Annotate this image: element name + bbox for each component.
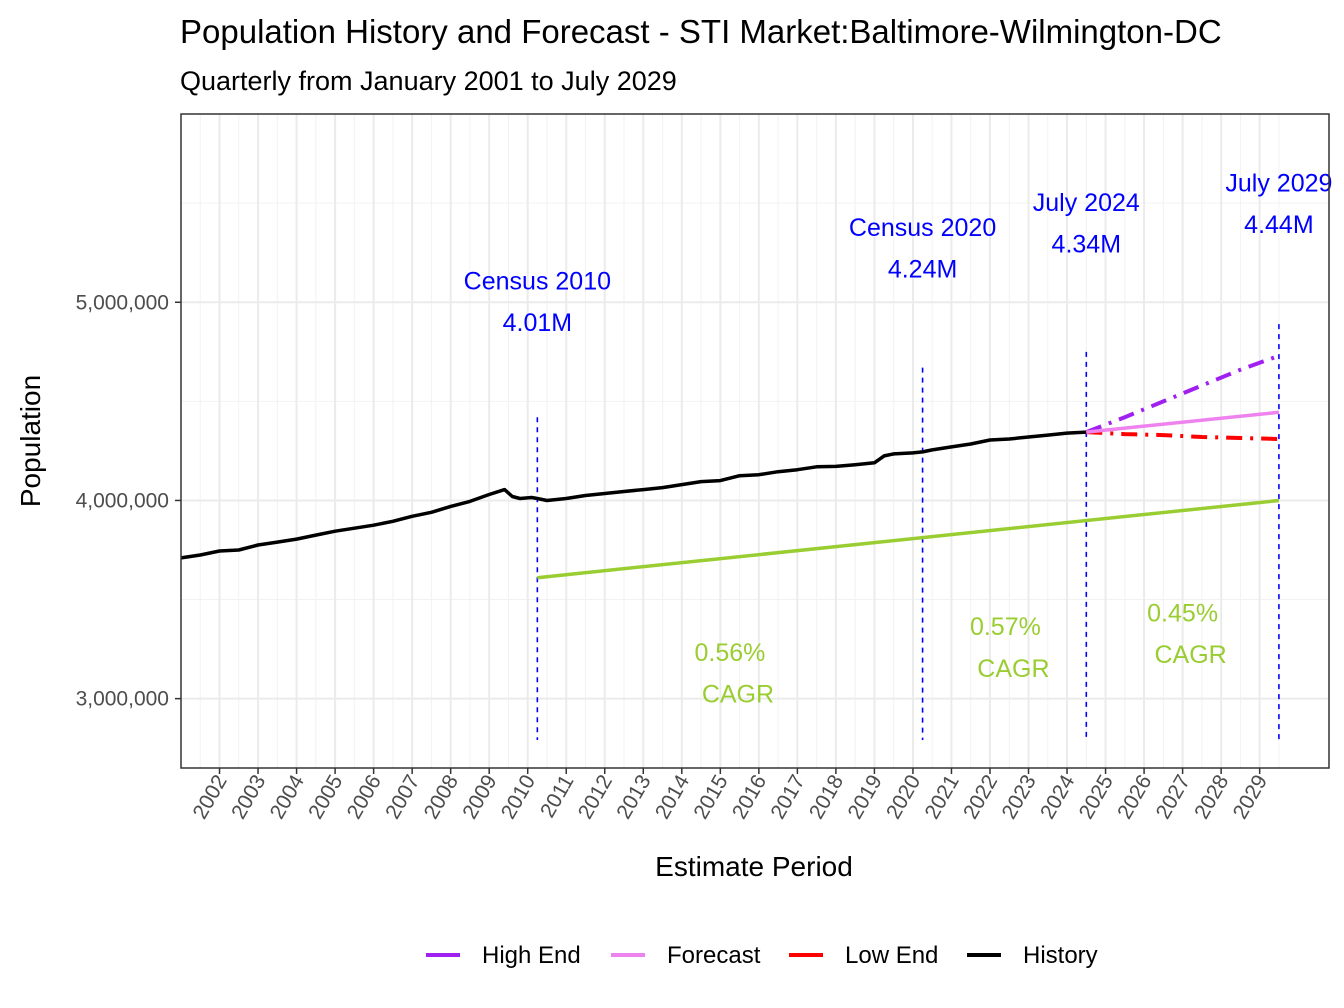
x-axis-title: Estimate Period [655, 851, 853, 882]
legend-item-high-end: High End [426, 942, 581, 969]
x-tick-label: 2002 [189, 771, 232, 823]
annotation-value-2: 4.24M [888, 256, 957, 284]
annotation-label-4: July 2029 [1225, 169, 1332, 197]
x-tick-label: 2019 [843, 771, 886, 823]
annotation-label-1: Census 2010 [464, 267, 611, 295]
x-tick-label: 2018 [805, 771, 848, 823]
x-tick-label: 2022 [959, 771, 1002, 823]
x-tick-label: 2021 [921, 771, 964, 823]
annotation-label-2: Census 2020 [849, 214, 996, 242]
x-tick-label: 2010 [497, 771, 540, 823]
x-tick-label: 2003 [227, 771, 270, 823]
cagr-rate-1: 0.56% [695, 639, 766, 667]
x-tick-label: 2008 [420, 771, 463, 823]
x-tick-label: 2015 [689, 771, 732, 823]
annotation-value-3: 4.34M [1052, 231, 1121, 259]
x-tick-label: 2017 [766, 771, 809, 823]
series-line-cagr-trend [537, 498, 1280, 580]
annotation-value-1: 4.01M [503, 309, 572, 337]
x-tick-label: 2026 [1113, 771, 1156, 823]
x-tick-label: 2013 [612, 771, 655, 823]
cagr-rate-3: 0.45% [1147, 599, 1218, 627]
legend-label-high-end: High End [482, 942, 581, 969]
chart-subtitle: Quarterly from January 2001 to July 2029 [180, 66, 677, 96]
y-axis-title: Population [15, 375, 46, 507]
series-line-forecast [1086, 410, 1280, 434]
panel-background [181, 114, 1329, 768]
x-tick-label: 2020 [882, 771, 925, 823]
y-tick-label: 5,000,000 [76, 291, 169, 314]
plot-panel: Census 2010 4.01M Census 2020 4.24M July 202… [76, 113, 1332, 823]
x-tick-label: 2028 [1190, 771, 1233, 823]
x-tick-label: 2023 [998, 771, 1041, 823]
x-tick-label: 2005 [304, 771, 347, 823]
cagr-label-1: CAGR [702, 681, 774, 709]
legend-item-history: History [967, 942, 1098, 969]
x-tick-label: 2029 [1229, 771, 1272, 823]
y-tick-label: 3,000,000 [76, 688, 169, 711]
series-line-history [180, 430, 1087, 560]
annotation-label-3: July 2024 [1033, 189, 1140, 217]
x-tick-label: 2007 [381, 771, 424, 823]
x-tick-label: 2006 [343, 771, 386, 823]
x-tick-label: 2011 [536, 771, 579, 822]
legend-label-low-end: Low End [845, 942, 938, 969]
cagr-label-2: CAGR [977, 655, 1049, 683]
legend: High End Forecast Low End History [426, 942, 1098, 969]
series-line-low-end [1086, 430, 1279, 441]
chart-title: Population History and Forecast - STI Ma… [180, 13, 1222, 50]
x-tick-label: 2024 [1036, 771, 1079, 823]
x-tick-label: 2014 [651, 771, 694, 823]
x-tick-label: 2012 [574, 771, 617, 823]
x-tick-label: 2025 [1075, 771, 1118, 823]
x-tick-label: 2009 [458, 771, 501, 823]
legend-item-forecast: Forecast [611, 942, 761, 969]
legend-item-low-end: Low End [789, 942, 938, 969]
annotation-value-4: 4.44M [1244, 211, 1313, 239]
panel-border [180, 113, 1330, 769]
x-tick-label: 2004 [266, 771, 309, 823]
cagr-label-3: CAGR [1154, 641, 1226, 669]
y-tick-label: 4,000,000 [76, 489, 169, 512]
legend-label-forecast: Forecast [667, 942, 761, 969]
cagr-rate-2: 0.57% [970, 613, 1041, 641]
legend-label-history: History [1023, 942, 1098, 969]
x-tick-label: 2027 [1152, 771, 1195, 823]
x-tick-label: 2016 [728, 771, 771, 823]
